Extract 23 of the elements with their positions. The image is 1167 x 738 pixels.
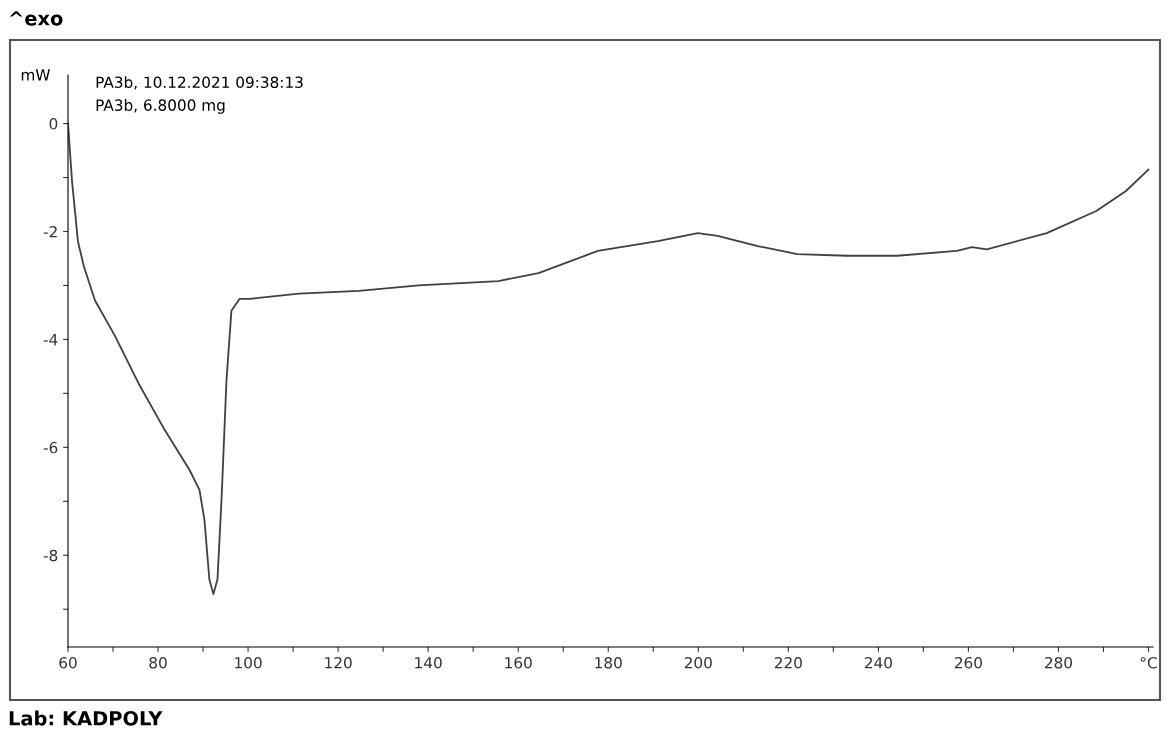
y-tick-label: -2 xyxy=(43,225,57,238)
annotation: PA3b, 10.12.2021 09:38:13 xyxy=(96,76,303,90)
x-tick-label: °C xyxy=(1140,656,1157,669)
annotation: PA3b, 6.8000 mg xyxy=(96,99,225,114)
text: ^exo xyxy=(9,11,63,26)
y-tick-label: 0 xyxy=(49,118,58,130)
x-tick-label: 140 xyxy=(415,656,442,669)
x-tick-label: 80 xyxy=(149,656,167,669)
x-tick-label: 180 xyxy=(595,656,622,669)
x-tick-label: 120 xyxy=(325,656,352,669)
x-tick-label: 200 xyxy=(684,656,712,669)
y-tick-label: -8 xyxy=(43,549,58,562)
x-tick-label: 220 xyxy=(774,656,802,669)
x-tick-label: 260 xyxy=(954,656,982,669)
x-tick-label: 100 xyxy=(235,656,262,669)
y-axis-title: mW xyxy=(21,69,50,81)
text: Lab: KADPOLY xyxy=(9,710,163,726)
x-tick-label: 60 xyxy=(59,656,77,669)
x-tick-label: 160 xyxy=(505,656,532,669)
x-tick-label: 240 xyxy=(864,656,892,669)
y-tick-label: -6 xyxy=(43,441,58,454)
y-tick-label: -4 xyxy=(43,334,58,346)
x-tick-label: 280 xyxy=(1045,656,1073,669)
